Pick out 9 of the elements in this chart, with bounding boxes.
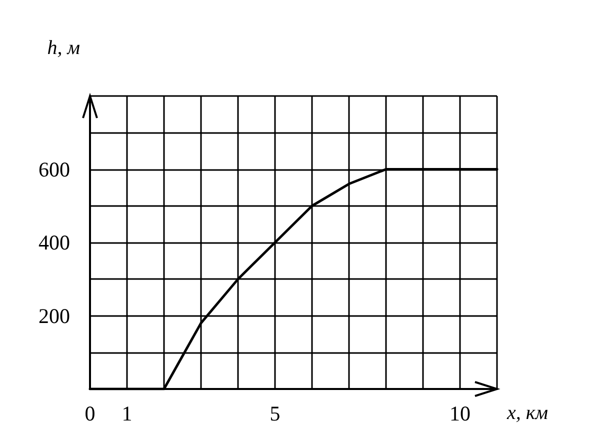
x-tick-label: 10 <box>450 402 470 426</box>
x-tick-label: 1 <box>122 402 132 426</box>
x-tick-label: 5 <box>270 402 280 426</box>
y-tick-label: 200 <box>38 304 70 328</box>
x-tick-label: 0 <box>84 402 96 426</box>
x-axis-title: x, км <box>506 402 548 424</box>
y-tick-label: 400 <box>38 230 70 254</box>
y-tick-label: 600 <box>38 157 70 182</box>
y-axis-title: h, м <box>47 37 80 59</box>
